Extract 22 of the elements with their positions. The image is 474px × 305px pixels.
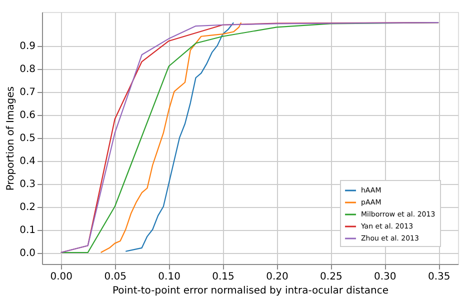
y-tick-label: 0.3 <box>20 179 36 190</box>
line-series <box>125 22 234 252</box>
y-tick-label: 0.0 <box>20 248 36 260</box>
y-tick-label: 0.9 <box>20 41 36 52</box>
y-tick-label: 0.1 <box>20 225 36 236</box>
y-tick-label: 0.2 <box>20 202 36 214</box>
line-series <box>100 22 242 254</box>
y-tick-label: 0.4 <box>20 156 36 168</box>
y-tick-label: 0.6 <box>20 110 36 122</box>
x-axis-title: Point-to-point error normalised by intra-ocular distance <box>112 286 389 296</box>
y-tick-label: 0.7 <box>20 87 36 98</box>
x-tick-label: 0.10 <box>158 272 180 282</box>
x-tick-label: 0.00 <box>50 272 73 282</box>
x-tick-label: 0.05 <box>104 272 126 282</box>
x-tick-label: 0.25 <box>320 272 342 282</box>
x-tick-label: 0.20 <box>266 272 288 282</box>
y-axis-title: Proportion of Images <box>6 86 17 191</box>
y-tick-label: 0.8 <box>20 64 36 76</box>
x-tick-label: 0.35 <box>428 272 450 282</box>
x-tick-label: 0.15 <box>212 272 234 282</box>
y-tick-label: 0.5 <box>20 133 36 144</box>
x-tick-label: 0.30 <box>374 272 396 282</box>
